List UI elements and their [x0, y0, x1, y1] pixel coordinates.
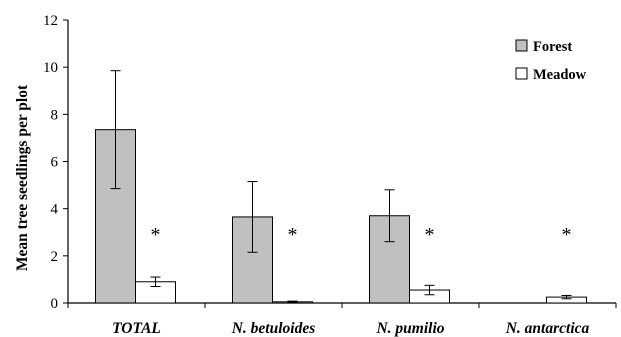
y-tick-label: 12 [43, 13, 58, 29]
significance-markers: * * * * [151, 224, 572, 246]
y-tick-label: 0 [51, 296, 59, 312]
legend: Forest Meadow [515, 39, 587, 83]
legend-label-forest: Forest [533, 39, 572, 55]
x-category-label: TOTAL [112, 320, 161, 337]
y-axis-ticks: 0 2 4 6 8 10 12 [43, 13, 68, 312]
legend-swatch-meadow [515, 67, 528, 80]
x-category-label: N. pumilio [375, 320, 444, 337]
y-tick-label: 4 [51, 202, 59, 218]
significance-star: * [425, 224, 435, 246]
significance-star: * [151, 224, 161, 246]
error-bars [110, 70, 572, 304]
x-category-label: N. antarctica [505, 320, 590, 337]
legend-swatch-forest [515, 39, 528, 52]
y-tick-label: 10 [43, 60, 58, 76]
significance-star: * [288, 224, 298, 246]
legend-label-meadow: Meadow [533, 67, 587, 83]
y-tick-label: 2 [51, 249, 59, 265]
y-tick-label: 6 [51, 155, 59, 171]
x-axis-categories: TOTAL N. betuloides N. pumilio N. antarctic… [112, 320, 589, 337]
y-tick-label: 8 [51, 107, 59, 123]
significance-star: * [562, 224, 572, 246]
bars [95, 129, 587, 304]
x-category-label: N. betuloides [231, 320, 316, 337]
y-axis-label: Mean tree seedlings per plot [14, 84, 31, 271]
chart-axes [67, 20, 617, 308]
